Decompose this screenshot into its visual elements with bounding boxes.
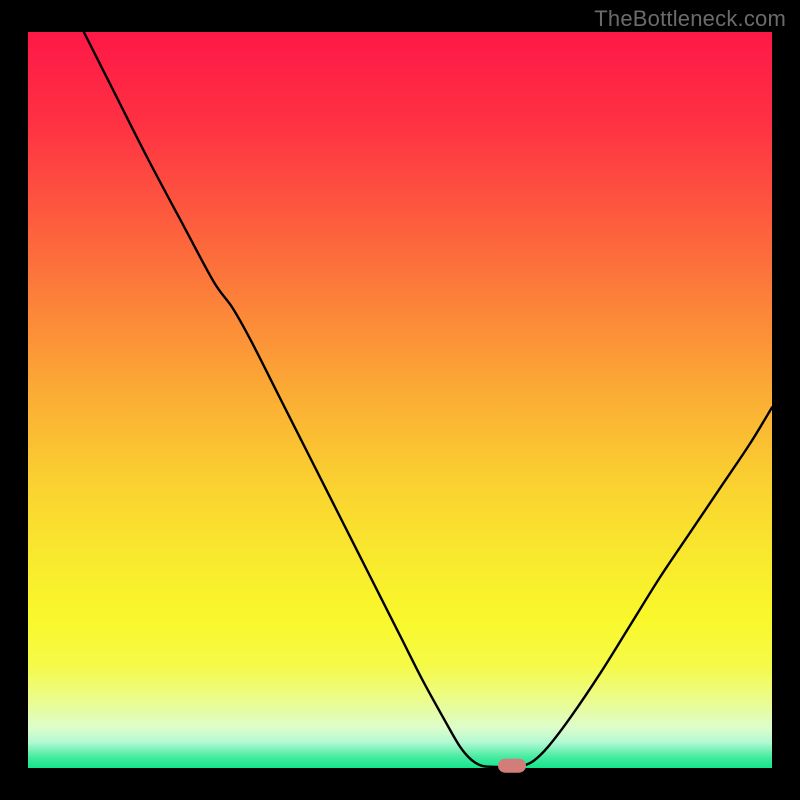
optimal-point-marker — [498, 759, 526, 773]
watermark-text: TheBottleneck.com — [594, 6, 786, 32]
plot-area — [28, 32, 772, 768]
bottleneck-curve — [28, 32, 772, 768]
chart-frame: TheBottleneck.com — [0, 0, 800, 800]
